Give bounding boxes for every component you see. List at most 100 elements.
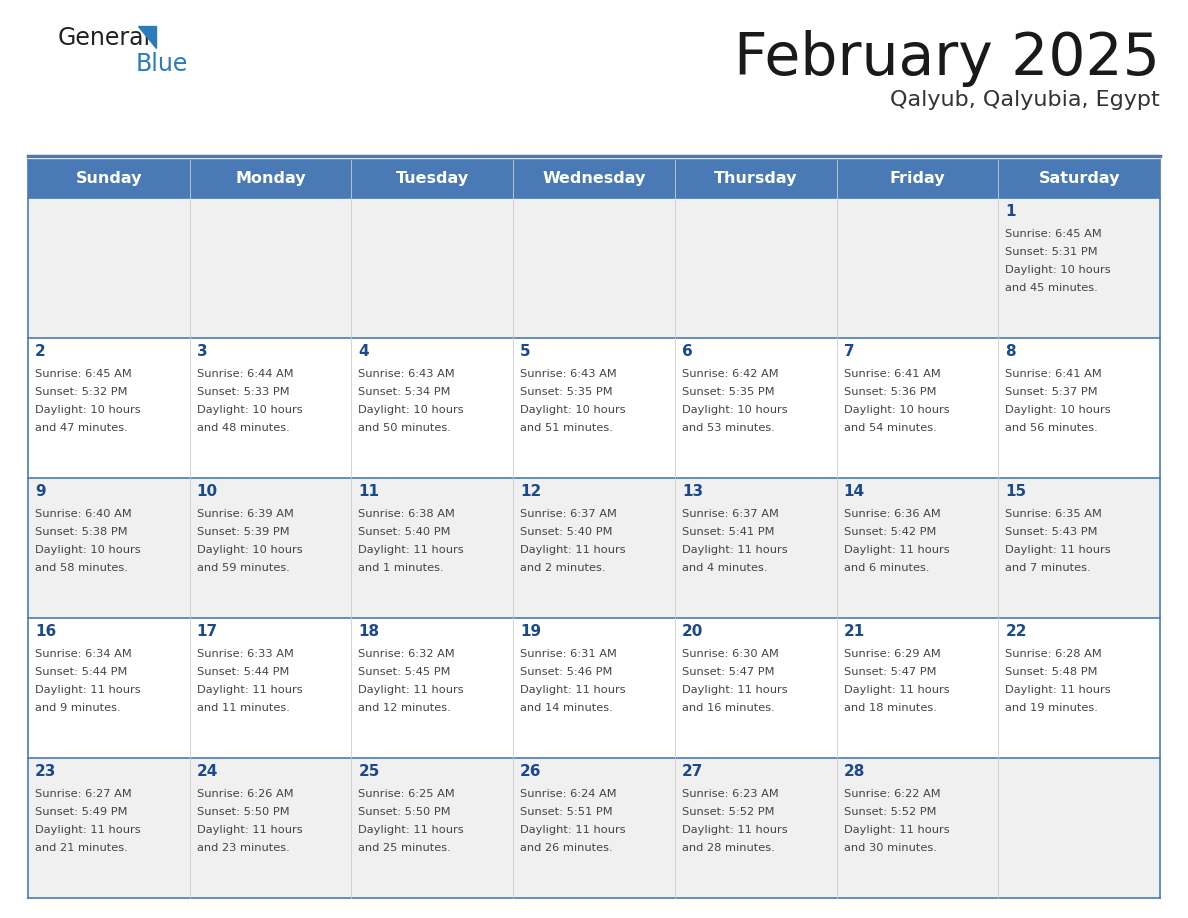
- Text: and 11 minutes.: and 11 minutes.: [197, 703, 290, 713]
- Text: Sunrise: 6:34 AM: Sunrise: 6:34 AM: [34, 649, 132, 659]
- Text: Sunset: 5:35 PM: Sunset: 5:35 PM: [682, 386, 775, 397]
- Text: and 7 minutes.: and 7 minutes.: [1005, 564, 1091, 573]
- Text: 6: 6: [682, 344, 693, 359]
- Text: 19: 19: [520, 624, 542, 639]
- Text: February 2025: February 2025: [734, 30, 1159, 87]
- Text: Sunset: 5:36 PM: Sunset: 5:36 PM: [843, 386, 936, 397]
- Text: Daylight: 11 hours: Daylight: 11 hours: [682, 685, 788, 695]
- Text: Sunrise: 6:38 AM: Sunrise: 6:38 AM: [359, 509, 455, 519]
- Text: and 48 minutes.: and 48 minutes.: [197, 423, 290, 433]
- Text: Sunset: 5:49 PM: Sunset: 5:49 PM: [34, 807, 127, 817]
- Text: 16: 16: [34, 624, 56, 639]
- Text: and 19 minutes.: and 19 minutes.: [1005, 703, 1098, 713]
- Bar: [29, 198, 1159, 338]
- Text: Sunset: 5:42 PM: Sunset: 5:42 PM: [843, 527, 936, 537]
- Text: Sunrise: 6:33 AM: Sunrise: 6:33 AM: [197, 649, 293, 659]
- Text: Daylight: 11 hours: Daylight: 11 hours: [843, 825, 949, 835]
- Text: Sunset: 5:40 PM: Sunset: 5:40 PM: [520, 527, 613, 537]
- Text: and 18 minutes.: and 18 minutes.: [843, 703, 936, 713]
- Text: Sunset: 5:48 PM: Sunset: 5:48 PM: [1005, 666, 1098, 677]
- Text: and 2 minutes.: and 2 minutes.: [520, 564, 606, 573]
- Text: and 30 minutes.: and 30 minutes.: [843, 844, 936, 853]
- Text: and 9 minutes.: and 9 minutes.: [34, 703, 121, 713]
- Text: 5: 5: [520, 344, 531, 359]
- Text: Sunrise: 6:29 AM: Sunrise: 6:29 AM: [843, 649, 941, 659]
- Text: Sunset: 5:40 PM: Sunset: 5:40 PM: [359, 527, 451, 537]
- Text: 15: 15: [1005, 484, 1026, 499]
- Text: 9: 9: [34, 484, 45, 499]
- Text: and 58 minutes.: and 58 minutes.: [34, 564, 128, 573]
- Text: and 51 minutes.: and 51 minutes.: [520, 423, 613, 433]
- Text: Daylight: 10 hours: Daylight: 10 hours: [197, 545, 302, 555]
- Text: Daylight: 10 hours: Daylight: 10 hours: [843, 405, 949, 415]
- Text: Sunrise: 6:30 AM: Sunrise: 6:30 AM: [682, 649, 778, 659]
- Text: 22: 22: [1005, 624, 1026, 639]
- Text: and 25 minutes.: and 25 minutes.: [359, 844, 451, 853]
- Text: Sunrise: 6:41 AM: Sunrise: 6:41 AM: [1005, 369, 1102, 379]
- Text: Sunrise: 6:43 AM: Sunrise: 6:43 AM: [520, 369, 617, 379]
- Text: Sunset: 5:37 PM: Sunset: 5:37 PM: [1005, 386, 1098, 397]
- Text: and 23 minutes.: and 23 minutes.: [197, 844, 290, 853]
- Text: Sunset: 5:38 PM: Sunset: 5:38 PM: [34, 527, 127, 537]
- Text: Sunset: 5:39 PM: Sunset: 5:39 PM: [197, 527, 290, 537]
- Text: Daylight: 11 hours: Daylight: 11 hours: [520, 545, 626, 555]
- Text: Sunset: 5:31 PM: Sunset: 5:31 PM: [1005, 247, 1098, 257]
- Text: Daylight: 11 hours: Daylight: 11 hours: [1005, 685, 1111, 695]
- Text: and 6 minutes.: and 6 minutes.: [843, 564, 929, 573]
- Text: Sunrise: 6:41 AM: Sunrise: 6:41 AM: [843, 369, 941, 379]
- Text: and 45 minutes.: and 45 minutes.: [1005, 283, 1098, 293]
- Text: and 26 minutes.: and 26 minutes.: [520, 844, 613, 853]
- Text: Daylight: 11 hours: Daylight: 11 hours: [682, 825, 788, 835]
- Text: Sunset: 5:44 PM: Sunset: 5:44 PM: [34, 666, 127, 677]
- Text: Sunset: 5:52 PM: Sunset: 5:52 PM: [843, 807, 936, 817]
- Text: 28: 28: [843, 764, 865, 779]
- Text: Sunrise: 6:26 AM: Sunrise: 6:26 AM: [197, 789, 293, 799]
- Text: 11: 11: [359, 484, 379, 499]
- Text: Sunset: 5:46 PM: Sunset: 5:46 PM: [520, 666, 613, 677]
- Text: Daylight: 11 hours: Daylight: 11 hours: [520, 825, 626, 835]
- Text: Sunset: 5:45 PM: Sunset: 5:45 PM: [359, 666, 451, 677]
- Text: Monday: Monday: [235, 172, 305, 186]
- Text: Sunrise: 6:35 AM: Sunrise: 6:35 AM: [1005, 509, 1102, 519]
- Bar: [29, 160, 1159, 198]
- Text: Sunrise: 6:37 AM: Sunrise: 6:37 AM: [520, 509, 617, 519]
- Text: Daylight: 11 hours: Daylight: 11 hours: [34, 685, 140, 695]
- Text: Daylight: 10 hours: Daylight: 10 hours: [682, 405, 788, 415]
- Text: and 53 minutes.: and 53 minutes.: [682, 423, 775, 433]
- Text: 3: 3: [197, 344, 208, 359]
- Text: 20: 20: [682, 624, 703, 639]
- Text: 1: 1: [1005, 204, 1016, 219]
- Text: and 54 minutes.: and 54 minutes.: [843, 423, 936, 433]
- Text: Sunrise: 6:43 AM: Sunrise: 6:43 AM: [359, 369, 455, 379]
- Text: Sunrise: 6:39 AM: Sunrise: 6:39 AM: [197, 509, 293, 519]
- Text: and 12 minutes.: and 12 minutes.: [359, 703, 451, 713]
- Polygon shape: [138, 26, 156, 48]
- Text: Daylight: 10 hours: Daylight: 10 hours: [34, 405, 140, 415]
- Text: 4: 4: [359, 344, 369, 359]
- Text: and 50 minutes.: and 50 minutes.: [359, 423, 451, 433]
- Text: Sunrise: 6:32 AM: Sunrise: 6:32 AM: [359, 649, 455, 659]
- Text: Daylight: 10 hours: Daylight: 10 hours: [359, 405, 465, 415]
- Text: 23: 23: [34, 764, 56, 779]
- Text: Wednesday: Wednesday: [542, 172, 646, 186]
- Text: Sunrise: 6:36 AM: Sunrise: 6:36 AM: [843, 509, 941, 519]
- Text: Sunset: 5:47 PM: Sunset: 5:47 PM: [843, 666, 936, 677]
- Text: and 21 minutes.: and 21 minutes.: [34, 844, 128, 853]
- Text: Sunrise: 6:45 AM: Sunrise: 6:45 AM: [34, 369, 132, 379]
- Text: Sunset: 5:43 PM: Sunset: 5:43 PM: [1005, 527, 1098, 537]
- Text: Sunset: 5:50 PM: Sunset: 5:50 PM: [197, 807, 290, 817]
- Text: 12: 12: [520, 484, 542, 499]
- Text: Friday: Friday: [890, 172, 946, 186]
- Text: and 47 minutes.: and 47 minutes.: [34, 423, 128, 433]
- Text: 26: 26: [520, 764, 542, 779]
- Text: Saturday: Saturday: [1038, 172, 1120, 186]
- Text: Thursday: Thursday: [714, 172, 797, 186]
- Text: and 56 minutes.: and 56 minutes.: [1005, 423, 1098, 433]
- Text: 7: 7: [843, 344, 854, 359]
- Text: Sunset: 5:47 PM: Sunset: 5:47 PM: [682, 666, 775, 677]
- Text: 27: 27: [682, 764, 703, 779]
- Text: Qalyub, Qalyubia, Egypt: Qalyub, Qalyubia, Egypt: [890, 90, 1159, 110]
- Text: Sunset: 5:33 PM: Sunset: 5:33 PM: [197, 386, 290, 397]
- Text: Sunset: 5:35 PM: Sunset: 5:35 PM: [520, 386, 613, 397]
- Text: Sunrise: 6:40 AM: Sunrise: 6:40 AM: [34, 509, 132, 519]
